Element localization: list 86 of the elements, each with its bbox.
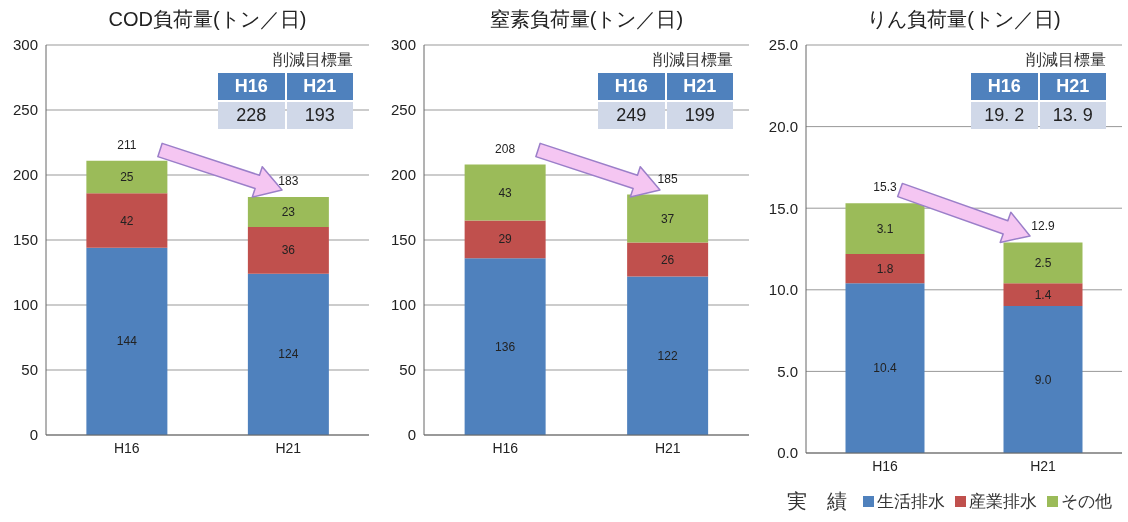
total-label: 12.9: [1031, 219, 1055, 234]
y-tick-label: 50: [399, 361, 416, 379]
data-label: 36: [281, 243, 296, 258]
annotation: 199: [666, 102, 733, 129]
annotation: 削減目標量: [272, 50, 353, 70]
bar: [464, 258, 546, 435]
annotation: H21: [1039, 73, 1106, 100]
bar: [247, 227, 329, 274]
data-label: 122: [657, 348, 678, 363]
data-label: 2.5: [1034, 255, 1052, 270]
y-tick-label: 300: [390, 36, 416, 54]
annotation: H21: [286, 73, 353, 100]
y-tick-label: 0: [29, 426, 38, 444]
y-tick-label: 300: [12, 36, 38, 54]
data-label: 25: [120, 169, 134, 184]
bar: [86, 160, 168, 194]
total-label: 15.3: [873, 180, 897, 195]
x-tick-label: H21: [275, 439, 302, 456]
y-tick-label: 250: [12, 101, 38, 119]
legend-title: 実 績: [787, 489, 847, 514]
y-tick-label: 5.0: [777, 362, 798, 380]
bar: [627, 276, 709, 435]
y-tick-label: 0: [407, 426, 416, 444]
bar: [86, 193, 168, 248]
bar: [1003, 242, 1083, 284]
bar: [247, 273, 329, 435]
annotation: 19. 2: [971, 102, 1038, 129]
data-label: 3.1: [876, 221, 894, 236]
data-label: 23: [281, 205, 296, 220]
bar: [845, 253, 925, 284]
y-tick-label: 50: [21, 361, 38, 379]
bar: [1003, 306, 1083, 453]
bar: [86, 247, 168, 435]
data-label: 29: [498, 232, 513, 247]
bar: [845, 283, 925, 453]
data-label: 26: [660, 252, 675, 267]
bar: [627, 194, 709, 243]
bar: [464, 220, 546, 259]
annotation: H16: [971, 73, 1038, 100]
chart-title: COD負荷量(トン／日): [107, 7, 308, 32]
bar: [247, 197, 329, 227]
bar: [627, 242, 709, 277]
legend-label: 生活排水: [876, 491, 945, 513]
annotation: H21: [666, 73, 733, 100]
annotation: H16: [598, 73, 665, 100]
total-label: 185: [657, 171, 678, 186]
annotation: 193: [286, 102, 353, 129]
total-label: 211: [117, 137, 137, 152]
y-tick-label: 10.0: [768, 281, 798, 299]
data-label: 43: [498, 185, 513, 200]
data-label: 1.8: [876, 261, 894, 276]
total-label: 183: [278, 174, 299, 189]
annotation: 削減目標量: [1025, 50, 1106, 70]
x-tick-label: H16: [492, 439, 519, 456]
data-label: 42: [120, 213, 134, 228]
chart-title: 窒素負荷量(トン／日): [488, 7, 685, 32]
y-tick-label: 20.0: [768, 117, 798, 135]
y-tick-label: 25.0: [768, 36, 798, 54]
data-label: 136: [495, 339, 516, 354]
data-label: 124: [278, 347, 299, 362]
data-label: 37: [660, 211, 675, 226]
annotation: 13. 9: [1039, 102, 1106, 129]
annotation: 削減目標量: [652, 50, 733, 70]
y-tick-label: 200: [390, 166, 416, 184]
y-tick-label: 100: [12, 296, 38, 314]
x-tick-label: H16: [113, 439, 140, 456]
annotation: 249: [598, 102, 665, 129]
bar: [1003, 283, 1083, 307]
data-label: 10.4: [873, 361, 897, 376]
data-label: 9.0: [1034, 372, 1052, 387]
y-tick-label: 15.0: [768, 199, 798, 217]
annotation: H16: [218, 73, 285, 100]
annotation: 228: [218, 102, 285, 129]
data-label: 144: [116, 334, 138, 349]
legend-label: 産業排水: [968, 491, 1037, 513]
y-tick-label: 0.0: [777, 444, 798, 462]
y-tick-label: 200: [12, 166, 38, 184]
y-tick-label: 150: [390, 231, 416, 249]
data-label: 1.4: [1034, 287, 1052, 302]
x-tick-label: H21: [654, 439, 681, 456]
chart-title: りん負荷量(トン／日): [866, 7, 1062, 32]
y-tick-label: 250: [390, 101, 416, 119]
total-label: 208: [495, 141, 516, 156]
legend-label: その他: [1060, 491, 1112, 513]
y-tick-label: 100: [390, 296, 416, 314]
y-tick-label: 150: [12, 231, 38, 249]
